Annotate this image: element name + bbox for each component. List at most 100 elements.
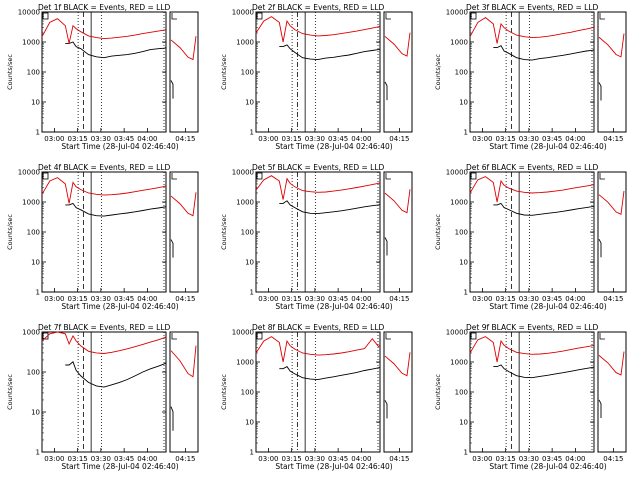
x-axis-label: Start Time (28-Jul-04 02:46:40) bbox=[61, 302, 178, 311]
series-line-right-lld bbox=[598, 33, 625, 58]
x-tick-label: 03:30 bbox=[91, 295, 111, 303]
y-tick-label: 100 bbox=[455, 389, 468, 397]
x-tick-label: 04:15 bbox=[603, 135, 623, 143]
series-line-lld bbox=[469, 336, 595, 363]
x-tick-label: 03:15 bbox=[496, 295, 516, 303]
plot-frame-right bbox=[597, 171, 627, 293]
x-tick-label: 03:00 bbox=[472, 135, 492, 143]
corner-box bbox=[256, 332, 263, 340]
x-tick-label: 04:00 bbox=[565, 455, 585, 463]
plot-frame bbox=[41, 11, 167, 133]
corner-bracket bbox=[385, 173, 391, 180]
y-tick-label: 100 bbox=[455, 69, 468, 77]
plot-frame-right bbox=[169, 331, 199, 453]
plot-frame-right bbox=[383, 171, 413, 293]
x-tick-label: 03:15 bbox=[496, 135, 516, 143]
x-tick-label: 04:00 bbox=[137, 295, 157, 303]
corner-bracket bbox=[171, 333, 177, 340]
y-tick-label: 10 bbox=[459, 259, 468, 267]
x-tick-label: 03:30 bbox=[519, 295, 539, 303]
series-line-events bbox=[65, 202, 167, 217]
series-line-right-lld bbox=[598, 190, 625, 215]
panel-title: Det 7f BLACK = Events, RED = LLD bbox=[38, 323, 171, 332]
series-line-events bbox=[493, 364, 595, 379]
x-tick-label: 04:00 bbox=[137, 135, 157, 143]
corner-bracket bbox=[599, 333, 605, 340]
y-tick-label: 10000 bbox=[18, 9, 40, 17]
x-tick-label: 03:30 bbox=[305, 295, 325, 303]
y-axis-label: Counts/sec bbox=[434, 374, 442, 410]
y-axis-label: Counts/sec bbox=[220, 214, 228, 250]
y-tick-label: 10 bbox=[31, 259, 40, 267]
y-axis-label: Counts/sec bbox=[434, 214, 442, 250]
x-tick-label: 03:45 bbox=[328, 455, 348, 463]
y-axis-label: Counts/sec bbox=[6, 54, 14, 90]
x-tick-label: 03:45 bbox=[114, 295, 134, 303]
series-line-lld bbox=[469, 17, 595, 44]
y-tick-label: 1000 bbox=[22, 329, 40, 337]
x-tick-label: 03:30 bbox=[519, 455, 539, 463]
y-tick-label: 1 bbox=[464, 129, 468, 137]
y-axis-label: Counts/sec bbox=[220, 374, 228, 410]
series-line-right-lld bbox=[170, 345, 197, 378]
x-tick-label: 03:45 bbox=[328, 295, 348, 303]
y-tick-label: 100 bbox=[27, 369, 40, 377]
corner-bracket bbox=[385, 333, 391, 340]
y-tick-label: 10 bbox=[459, 99, 468, 107]
y-tick-label: 10000 bbox=[232, 169, 254, 177]
series-line-right-events bbox=[170, 406, 174, 431]
y-tick-label: 1000 bbox=[450, 359, 468, 367]
corner-box bbox=[42, 172, 49, 180]
y-tick-label: 1 bbox=[250, 449, 254, 457]
corner-bracket bbox=[171, 13, 177, 20]
y-tick-label: 10 bbox=[245, 99, 254, 107]
x-tick-label: 03:45 bbox=[114, 135, 134, 143]
panel-title: Det 8f BLACK = Events, RED = LLD bbox=[252, 323, 385, 332]
x-tick-label: 03:45 bbox=[542, 135, 562, 143]
series-line-lld bbox=[41, 18, 167, 44]
y-tick-label: 10 bbox=[31, 99, 40, 107]
panel-title: Det 9f BLACK = Events, RED = LLD bbox=[466, 323, 599, 332]
panel-title: Det 4f BLACK = Events, RED = LLD bbox=[38, 163, 171, 172]
panel-title: Det 1f BLACK = Events, RED = LLD bbox=[38, 3, 171, 12]
series-line-events bbox=[493, 202, 595, 216]
series-line-lld bbox=[41, 177, 167, 204]
plot-frame bbox=[41, 331, 167, 453]
y-tick-label: 100 bbox=[27, 229, 40, 237]
x-tick-label: 03:30 bbox=[305, 135, 325, 143]
y-tick-label: 1000 bbox=[236, 39, 254, 47]
corner-box bbox=[470, 332, 477, 340]
x-tick-label: 03:00 bbox=[44, 295, 64, 303]
x-tick-label: 03:00 bbox=[44, 135, 64, 143]
corner-box bbox=[256, 12, 263, 20]
series-line-right-lld bbox=[170, 192, 197, 217]
panel-title: Det 2f BLACK = Events, RED = LLD bbox=[252, 3, 385, 12]
y-tick-label: 100 bbox=[241, 389, 254, 397]
series-line-events bbox=[279, 366, 381, 381]
y-tick-label: 1000 bbox=[236, 359, 254, 367]
x-tick-label: 04:00 bbox=[565, 135, 585, 143]
y-tick-label: 10000 bbox=[446, 169, 468, 177]
x-tick-label: 04:15 bbox=[603, 295, 623, 303]
x-tick-label: 03:45 bbox=[114, 455, 134, 463]
corner-bracket bbox=[599, 173, 605, 180]
series-line-lld bbox=[469, 176, 595, 203]
y-tick-label: 10 bbox=[245, 419, 254, 427]
x-tick-label: 03:30 bbox=[305, 455, 325, 463]
x-tick-label: 04:15 bbox=[389, 455, 409, 463]
y-tick-label: 10000 bbox=[446, 9, 468, 17]
chart-panel-6: Det 6f BLACK = Events, RED = LLD 1 10 100 10… bbox=[434, 163, 627, 311]
x-tick-label: 04:00 bbox=[565, 295, 585, 303]
y-tick-label: 1000 bbox=[450, 199, 468, 207]
x-tick-label: 04:15 bbox=[175, 135, 195, 143]
plot-frame-right bbox=[169, 171, 199, 293]
x-axis-label: Start Time (28-Jul-04 02:46:40) bbox=[489, 462, 606, 471]
series-line-lld bbox=[255, 175, 381, 200]
series-line-right-events bbox=[598, 82, 602, 101]
y-tick-label: 10 bbox=[459, 419, 468, 427]
series-line-lld bbox=[41, 331, 167, 354]
y-tick-label: 1000 bbox=[236, 199, 254, 207]
x-tick-label: 03:15 bbox=[282, 135, 302, 143]
x-tick-label: 04:00 bbox=[137, 455, 157, 463]
x-axis-label: Start Time (28-Jul-04 02:46:40) bbox=[489, 142, 606, 151]
